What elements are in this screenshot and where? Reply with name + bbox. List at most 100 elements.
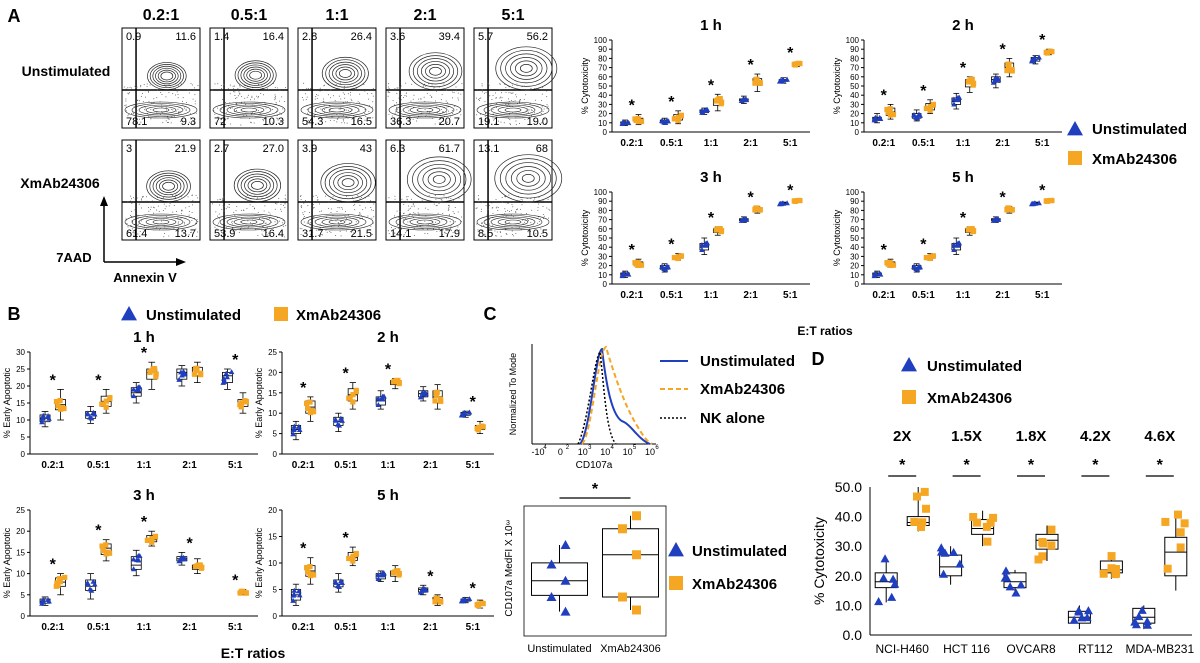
significance-star: * (385, 362, 392, 379)
flow-event-dot (450, 116, 452, 118)
flow-event-dot (417, 212, 419, 214)
cbox-point-xmab24306 (618, 592, 627, 602)
flow-event-dot (444, 123, 446, 125)
data-point-xmab24306 (675, 114, 681, 120)
x-category-label: 0.5:1 (334, 460, 357, 471)
flow-contour (427, 171, 451, 188)
flow-event-dot (484, 235, 486, 237)
flow-event-dot (510, 124, 512, 126)
flow-event-dot (523, 98, 525, 100)
flow-event-dot (322, 100, 324, 102)
data-point-unstimulated (703, 107, 710, 113)
data-point-xmab24306 (885, 261, 891, 267)
flow-event-dot (216, 228, 218, 230)
flow-event-dot (241, 96, 243, 98)
significance-star: * (95, 523, 102, 540)
y-tick-label: 0 (855, 280, 860, 289)
flow-event-dot (505, 91, 507, 93)
flow-event-dot (353, 232, 355, 234)
cbox-category-label: Unstimulated (527, 643, 591, 655)
flow-event-dot (227, 117, 229, 119)
flow-event-dot (335, 84, 337, 86)
y-tick-label: 20 (850, 262, 859, 271)
flow-event-dot (452, 211, 454, 213)
flow-event-dot (240, 228, 242, 230)
flow-event-dot (259, 113, 261, 115)
flow-event-dot (247, 227, 249, 229)
flow-quadrant-ur: 56.2 (527, 31, 548, 43)
data-point-unstimulated (135, 553, 142, 559)
data-point-unstimulated (375, 571, 382, 577)
flow-event-dot (501, 196, 503, 198)
flow-event-dot (397, 227, 399, 229)
hist-x-axis-label: CD107a (576, 460, 613, 471)
flow-event-dot (280, 113, 282, 115)
flow-event-dot (306, 222, 308, 224)
hist-x-tick-label: 10 (623, 447, 633, 457)
flow-event-dot (405, 82, 407, 84)
flow-event-dot (165, 85, 167, 87)
y-axis-label: % Cytotoxicity (832, 209, 842, 266)
flow-event-dot (501, 97, 503, 99)
data-point-unstimulated (951, 101, 957, 107)
flow-event-dot (440, 109, 442, 111)
flow-event-dot (239, 92, 241, 94)
flow-contour (416, 58, 455, 85)
data-point-xmab24306 (237, 402, 243, 408)
data-point-xmab24306 (1043, 198, 1049, 204)
flow-contour (338, 69, 352, 78)
cbox-point-unstimulated (560, 606, 571, 616)
flow-event-dot (534, 198, 536, 200)
flow-event-dot (141, 199, 143, 201)
d-fold-change: 2X (893, 428, 911, 445)
flow-contour (510, 57, 543, 80)
d-point-unstimulated (939, 569, 949, 578)
flow-event-dot (307, 119, 309, 121)
flow-event-dot (402, 97, 404, 99)
flow-event-dot (284, 202, 286, 204)
cbox-point-xmab24306 (632, 550, 641, 560)
flow-event-dot (405, 95, 407, 97)
flow-event-dot (404, 95, 406, 97)
flow-event-dot (232, 227, 234, 229)
data-point-unstimulated (914, 115, 921, 121)
flow-event-dot (350, 230, 352, 232)
y-axis-label: % Cytotoxicity (832, 57, 842, 114)
flow-event-dot (359, 218, 361, 220)
flow-event-dot (540, 112, 542, 114)
flow-event-dot (143, 225, 145, 227)
flow-event-dot (300, 199, 302, 201)
flow-contour-lower (240, 107, 258, 113)
flow-event-dot (132, 112, 134, 114)
flow-quadrant-ul: 3.9 (302, 143, 317, 155)
flow-event-dot (478, 201, 480, 203)
flow-event-dot (448, 208, 450, 210)
y-tick-label: 10 (850, 271, 859, 280)
flow-event-dot (373, 216, 375, 218)
flow-event-dot (494, 230, 496, 232)
flow-event-dot (433, 203, 435, 205)
flow-plot-frame (209, 139, 289, 241)
flow-event-dot (257, 234, 259, 236)
flow-event-dot (265, 117, 267, 119)
flow-event-dot (164, 90, 166, 92)
flow-event-dot (233, 88, 235, 90)
flow-event-dot (457, 97, 459, 99)
flow-event-dot (149, 84, 151, 86)
flow-event-dot (130, 198, 132, 200)
d-point-unstimulated (1134, 612, 1144, 621)
flow-event-dot (492, 117, 494, 119)
data-point-xmab24306 (796, 60, 802, 66)
y-axis-label: % Early Apoptotic (254, 527, 264, 598)
significance-star: * (95, 372, 102, 389)
d-point-xmab24306 (1180, 519, 1189, 528)
flow-event-dot (140, 198, 142, 200)
flow-event-dot (427, 233, 429, 235)
flow-event-dot (438, 228, 440, 230)
flow-event-dot (162, 210, 164, 212)
data-point-xmab24306 (353, 387, 359, 394)
data-point-xmab24306 (757, 80, 763, 87)
x-category-label: 1:1 (956, 138, 971, 149)
flow-event-dot (220, 124, 222, 126)
